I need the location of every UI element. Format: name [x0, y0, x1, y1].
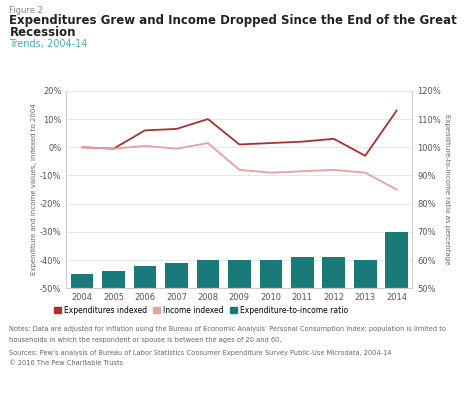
Text: Trends, 2004-14: Trends, 2004-14	[9, 40, 88, 49]
Bar	[385, 232, 408, 288]
Bar	[291, 257, 314, 288]
Bar	[71, 274, 93, 288]
Y-axis label: Expenditure-to-income ratio as percentage: Expenditure-to-income ratio as percentag…	[444, 115, 450, 265]
Bar	[354, 260, 376, 288]
Bar	[322, 257, 345, 288]
Bar	[228, 260, 251, 288]
Text: Figure 2: Figure 2	[9, 6, 43, 15]
Bar	[165, 263, 188, 288]
Bar	[102, 271, 125, 288]
Text: Expenditures Grew and Income Dropped Since the End of the Great: Expenditures Grew and Income Dropped Sin…	[9, 14, 457, 27]
Bar	[259, 260, 282, 288]
Text: households in which the respondent or spouse is between the ages of 20 and 60.: households in which the respondent or sp…	[9, 337, 282, 342]
Text: © 2016 The Pew Charitable Trusts: © 2016 The Pew Charitable Trusts	[9, 360, 124, 366]
Legend: Expenditures indexed, Income indexed, Expenditure-to-income ratio: Expenditures indexed, Income indexed, Ex…	[51, 303, 351, 318]
Bar	[197, 260, 219, 288]
Text: Recession: Recession	[9, 26, 76, 39]
Y-axis label: Expenditure and income values, indexed to 2004: Expenditure and income values, indexed t…	[31, 104, 37, 275]
Text: Sources: Pew’s analysis of Bureau of Labor Statistics Consumer Expenditure Surve: Sources: Pew’s analysis of Bureau of Lab…	[9, 350, 392, 356]
Bar	[134, 266, 156, 288]
Text: Notes: Data are adjusted for inflation using the Bureau of Economic Analysis’ Pe: Notes: Data are adjusted for inflation u…	[9, 326, 447, 332]
